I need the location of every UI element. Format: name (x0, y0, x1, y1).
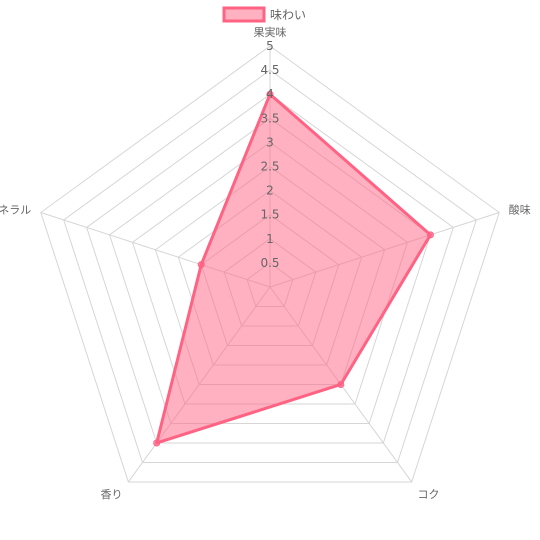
radar-series-points (153, 90, 434, 447)
series-area (155, 92, 432, 445)
grid-ring (63, 69, 477, 463)
r-tick-label: 5 (266, 39, 274, 53)
grid-ring (86, 93, 454, 444)
legend-label[interactable]: 味わい (270, 8, 306, 22)
legend-swatch[interactable] (222, 6, 266, 23)
axis-label: コク (418, 488, 440, 501)
r-tick-label: 3 (266, 135, 274, 149)
r-tick-label: 4.5 (260, 63, 279, 77)
r-tick-label: 1.5 (260, 208, 279, 222)
r-tick-label: 0.5 (260, 256, 279, 270)
radar-series-area (155, 92, 432, 445)
axis-label: 香り (100, 488, 122, 501)
legend[interactable]: 味わい (222, 6, 306, 23)
data-point[interactable] (337, 380, 345, 388)
r-tick-label: 2 (266, 184, 274, 198)
r-tick-label: 4 (266, 87, 274, 101)
axis-label: ミネラル (0, 203, 31, 216)
data-point[interactable] (153, 439, 161, 447)
data-point[interactable] (266, 90, 274, 98)
r-tick-label: 1 (266, 232, 274, 246)
r-tick-label: 2.5 (260, 160, 279, 174)
axis-label: 酸味 (509, 202, 531, 216)
grid-ring (40, 45, 500, 483)
data-point[interactable] (197, 261, 205, 269)
r-tick-label: 3.5 (260, 111, 279, 125)
axis-label: 果実味 (254, 25, 287, 39)
radar-tick-labels: 0.5 1 1.5 2 2.5 3 3.5 4 4.5 5 (260, 39, 279, 270)
data-point[interactable] (426, 231, 434, 239)
